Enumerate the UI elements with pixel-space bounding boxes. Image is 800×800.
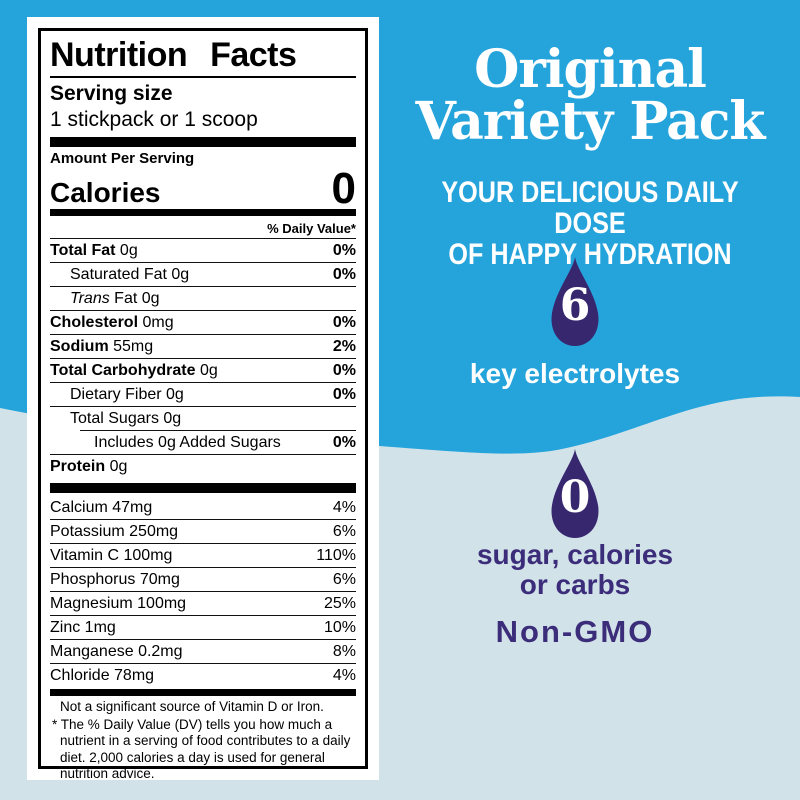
nutrient-row: Includes 0g Added Sugars 0%: [80, 430, 356, 454]
water-drop-icon: 6: [546, 256, 604, 348]
nutrient-row: Total Fat 0g 0%: [50, 239, 356, 262]
nutrient-name: Trans Fat 0g: [70, 289, 160, 307]
nutrient-row: Dietary Fiber 0g 0%: [50, 382, 356, 406]
serving-size-label: Serving size: [50, 82, 173, 106]
section-bar: [50, 483, 356, 494]
electrolytes-badge: 6: [380, 256, 770, 348]
zero-sugar-caption: sugar, calories or carbs: [380, 540, 770, 600]
nutrition-facts-border: Nutrition Facts Serving size 1 stickpack…: [38, 28, 368, 781]
nutrient-table: Total Fat 0g 0% Saturated Fat 0g 0% Tran…: [50, 239, 356, 478]
nutrient-name: Cholesterol 0mg: [50, 313, 174, 331]
section-bar: [50, 689, 356, 697]
mineral-row: Magnesium 100mg 25%: [50, 591, 356, 615]
zero-count: 0: [559, 472, 591, 523]
product-tagline: YOUR DELICIOUS DAILY DOSE OF HAPPY HYDRA…: [414, 176, 767, 271]
electrolytes-caption: key electrolytes: [469, 358, 681, 389]
nutrient-name: Total Fat 0g: [50, 241, 138, 259]
label-footnote: Not a significant source of Vitamin D or…: [50, 699, 356, 782]
nutrient-daily-value: 0%: [332, 433, 356, 451]
nutrient-name: Protein 0g: [50, 457, 128, 475]
mineral-row: Phosphorus 70mg 6%: [50, 567, 356, 591]
section-bar: [50, 209, 356, 217]
zero-sugar-badge: 0: [380, 448, 770, 540]
calories-row: Calories 0: [50, 163, 356, 213]
nutrient-name: Total Sugars 0g: [70, 409, 182, 427]
tagline-line1: YOUR DELICIOUS DAILY DOSE: [441, 176, 739, 240]
footnote-line1: Not a significant source of Vitamin D or…: [60, 699, 324, 715]
nutrition-facts-title: Nutrition Facts: [50, 36, 297, 74]
non-gmo-claim: Non-GMO: [495, 614, 655, 649]
zero-sugar-caption-line1: sugar, calories: [476, 539, 674, 570]
mineral-table: Calcium 47mg 4% Potassium 250mg 6% Vitam…: [50, 496, 356, 687]
nutrient-name: Sodium 55mg: [50, 337, 154, 355]
nutrient-name: Total Carbohydrate 0g: [50, 361, 218, 379]
mineral-daily-value: 25%: [323, 594, 356, 612]
mineral-row: Vitamin C 100mg 110%: [50, 543, 356, 567]
serving-size-value: 1 stickpack or 1 scoop: [50, 108, 258, 132]
nutrient-row: Protein 0g: [50, 454, 356, 478]
nutrition-facts-label: Nutrition Facts Serving size 1 stickpack…: [27, 17, 379, 781]
mineral-name: Zinc 1mg: [50, 618, 116, 636]
product-title: Original Variety Pack: [380, 44, 800, 148]
section-bar: [50, 137, 356, 148]
mineral-name: Manganese 0.2mg: [50, 642, 183, 660]
product-title-line2: Variety Pack: [415, 91, 766, 152]
nutrient-daily-value: 0%: [332, 361, 356, 379]
mineral-name: Potassium 250mg: [50, 522, 179, 540]
mineral-row: Calcium 47mg 4%: [50, 496, 356, 519]
nutrient-daily-value: 0%: [332, 241, 356, 259]
mineral-name: Vitamin C 100mg: [50, 546, 173, 564]
amount-per-serving-label: Amount Per Serving: [50, 150, 195, 168]
nutrient-name: Dietary Fiber 0g: [70, 385, 184, 403]
mineral-name: Chloride 78mg: [50, 666, 155, 684]
product-title-line1: Original: [474, 39, 707, 100]
nutrient-row: Cholesterol 0mg 0%: [50, 310, 356, 334]
mineral-daily-value: 110%: [316, 546, 356, 564]
electrolytes-count: 6: [559, 280, 591, 331]
mineral-name: Magnesium 100mg: [50, 594, 187, 612]
nutrient-name: Saturated Fat 0g: [70, 265, 190, 283]
mineral-daily-value: 4%: [332, 498, 356, 516]
mineral-row: Potassium 250mg 6%: [50, 519, 356, 543]
nutrient-row: Sodium 55mg 2%: [50, 334, 356, 358]
mineral-daily-value: 6%: [332, 570, 356, 588]
nutrient-row: Total Carbohydrate 0g 0%: [50, 358, 356, 382]
mineral-daily-value: 10%: [323, 618, 356, 636]
mineral-row: Zinc 1mg 10%: [50, 615, 356, 639]
nutrient-row: Total Sugars 0g: [50, 406, 356, 430]
nutrient-daily-value: 0%: [332, 313, 356, 331]
mineral-row: Manganese 0.2mg 8%: [50, 639, 356, 663]
mineral-row: Chloride 78mg 4%: [50, 663, 356, 687]
footnote-daily-value-note: * The % Daily Value (DV) tells you how m…: [52, 716, 351, 782]
title-divider: [50, 76, 356, 79]
mineral-daily-value: 4%: [332, 666, 356, 684]
calories-value: 0: [331, 163, 356, 213]
mineral-daily-value: 8%: [332, 642, 356, 660]
nutrient-daily-value: 2%: [332, 337, 356, 355]
nutrient-row: Trans Fat 0g: [50, 286, 356, 310]
nutrient-name: Includes 0g Added Sugars: [94, 433, 281, 451]
calories-label: Calories: [50, 177, 161, 209]
tagline-line2: OF HAPPY HYDRATION: [448, 237, 732, 271]
zero-sugar-caption-line2: or carbs: [519, 568, 631, 600]
water-drop-icon: 0: [546, 448, 604, 540]
mineral-daily-value: 6%: [332, 522, 356, 540]
nutrient-daily-value: 0%: [332, 265, 356, 283]
nutrient-daily-value: 0%: [332, 385, 356, 403]
daily-value-header: % Daily Value*: [50, 218, 356, 240]
nutrient-row: Saturated Fat 0g 0%: [50, 262, 356, 286]
mineral-name: Calcium 47mg: [50, 498, 153, 516]
mineral-name: Phosphorus 70mg: [50, 570, 180, 588]
